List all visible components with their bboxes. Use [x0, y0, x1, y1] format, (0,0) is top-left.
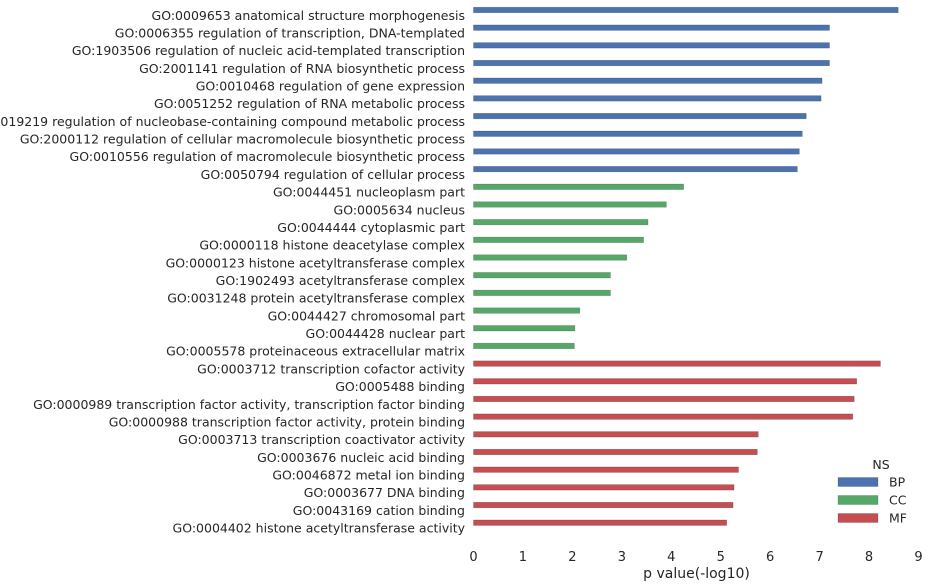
- bar-mf: [473, 378, 857, 385]
- category-label: GO:0000989 transcription factor activity…: [33, 397, 465, 412]
- bar-mf: [473, 395, 855, 403]
- bar-cc: [473, 342, 575, 349]
- category-label: GO:0031248 protein acetyltransferase com…: [167, 291, 465, 306]
- bar-bp: [473, 59, 830, 67]
- bar-bp: [473, 6, 899, 14]
- legend-swatch-mf: [837, 513, 879, 523]
- category-label: GO:1903506 regulation of nucleic acid-te…: [72, 43, 465, 58]
- category-label: GO:0010556 regulation of macromolecule b…: [70, 149, 465, 164]
- category-label: GO:2000112 regulation of cellular macrom…: [20, 132, 465, 147]
- bar-cc: [473, 236, 644, 243]
- bar-bp: [473, 113, 807, 120]
- bar-bp: [473, 130, 803, 137]
- legend: NS BP CC MF: [837, 457, 907, 526]
- category-label: GO:0044451 nucleoplasm part: [273, 185, 465, 200]
- x-tick-label: 8: [865, 550, 873, 565]
- category-label: GO:0019219 regulation of nucleobase-cont…: [0, 114, 465, 129]
- bar-bp: [473, 77, 823, 84]
- bar-mf: [473, 448, 758, 456]
- category-label: GO:0051252 regulation of RNA metabolic p…: [154, 96, 465, 111]
- legend-label-bp: BP: [889, 475, 906, 490]
- legend-title: NS: [872, 457, 889, 472]
- bar-cc: [473, 307, 581, 314]
- bar-mf: [473, 431, 759, 438]
- category-label: GO:0003713 transcription coactivator act…: [178, 432, 465, 447]
- category-label: GO:0046872 metal ion binding: [272, 467, 465, 482]
- category-label: GO:0000118 histone deacetylase complex: [199, 238, 465, 253]
- bar-mf: [473, 413, 854, 420]
- category-label: GO:0006355 regulation of transcription, …: [115, 25, 465, 40]
- x-tick-label: 1: [519, 550, 527, 565]
- bar-bp: [473, 166, 798, 173]
- x-tick-label: 4: [667, 550, 675, 565]
- category-label: GO:0005488 binding: [335, 379, 465, 394]
- bar-mf: [473, 360, 881, 367]
- x-tick-label: 2: [568, 550, 576, 565]
- bar-bp: [473, 95, 822, 102]
- bar-cc: [473, 272, 611, 279]
- bar-bp: [473, 42, 830, 49]
- bar-cc: [473, 201, 667, 208]
- x-tick-label: 6: [766, 550, 774, 565]
- bar-cc: [473, 254, 628, 261]
- bar-cc: [473, 289, 611, 296]
- x-tick-label: 0: [469, 550, 477, 565]
- legend-swatch-cc: [837, 495, 879, 505]
- bar-bp: [473, 148, 800, 155]
- category-label: GO:0009653 anatomical structure morphoge…: [152, 8, 465, 23]
- bar-cc: [473, 219, 649, 226]
- bar-mf: [473, 484, 735, 491]
- category-label: GO:0044427 chromosomal part: [268, 308, 465, 323]
- category-label: GO:0003676 nucleic acid binding: [257, 450, 465, 465]
- category-label: GO:0050794 regulation of cellular proces…: [201, 167, 465, 182]
- x-axis-ticks: 0 1 2 3 4 5 6 7 8 9: [469, 550, 922, 565]
- category-label: GO:0000988 transcription factor activity…: [109, 414, 465, 429]
- bar-bp: [473, 24, 830, 31]
- bar-mf: [473, 501, 734, 509]
- category-label: GO:0005634 nucleus: [334, 202, 465, 217]
- x-axis-title: p value(-log10): [643, 566, 750, 582]
- x-tick-label: 3: [618, 550, 626, 565]
- legend-swatch-bp: [837, 477, 879, 487]
- category-label: GO:0044428 nuclear part: [306, 326, 466, 341]
- category-label: GO:0043169 cation binding: [293, 503, 465, 518]
- category-label: GO:0010468 regulation of gene expression: [196, 79, 465, 94]
- bar-cc: [473, 183, 684, 190]
- category-label: GO:0003677 DNA binding: [304, 485, 465, 500]
- category-label: GO:0004402 histone acetyltransferase act…: [173, 521, 466, 536]
- bars-group: [473, 6, 899, 526]
- x-tick-label: 7: [815, 550, 823, 565]
- category-label: GO:0000123 histone acetyltransferase com…: [166, 255, 465, 270]
- legend-entries: BP CC MF: [837, 475, 907, 526]
- category-label: GO:1902493 acetyltransferase complex: [216, 273, 465, 288]
- legend-label-cc: CC: [889, 493, 907, 508]
- x-tick-label: 5: [717, 550, 725, 565]
- legend-label-mf: MF: [889, 511, 907, 526]
- category-label: GO:0044444 cytoplasmic part: [277, 220, 465, 235]
- bar-mf: [473, 519, 727, 526]
- category-label: GO:2001141 regulation of RNA biosyntheti…: [139, 61, 465, 76]
- category-label: GO:0005578 proteinaceous extracellular m…: [166, 344, 465, 359]
- x-tick-label: 9: [914, 550, 922, 565]
- bar-mf: [473, 466, 739, 473]
- bar-cc: [473, 325, 576, 332]
- category-labels: GO:0009653 anatomical structure morphoge…: [0, 8, 466, 536]
- category-label: GO:0003712 transcription cofactor activi…: [197, 361, 465, 376]
